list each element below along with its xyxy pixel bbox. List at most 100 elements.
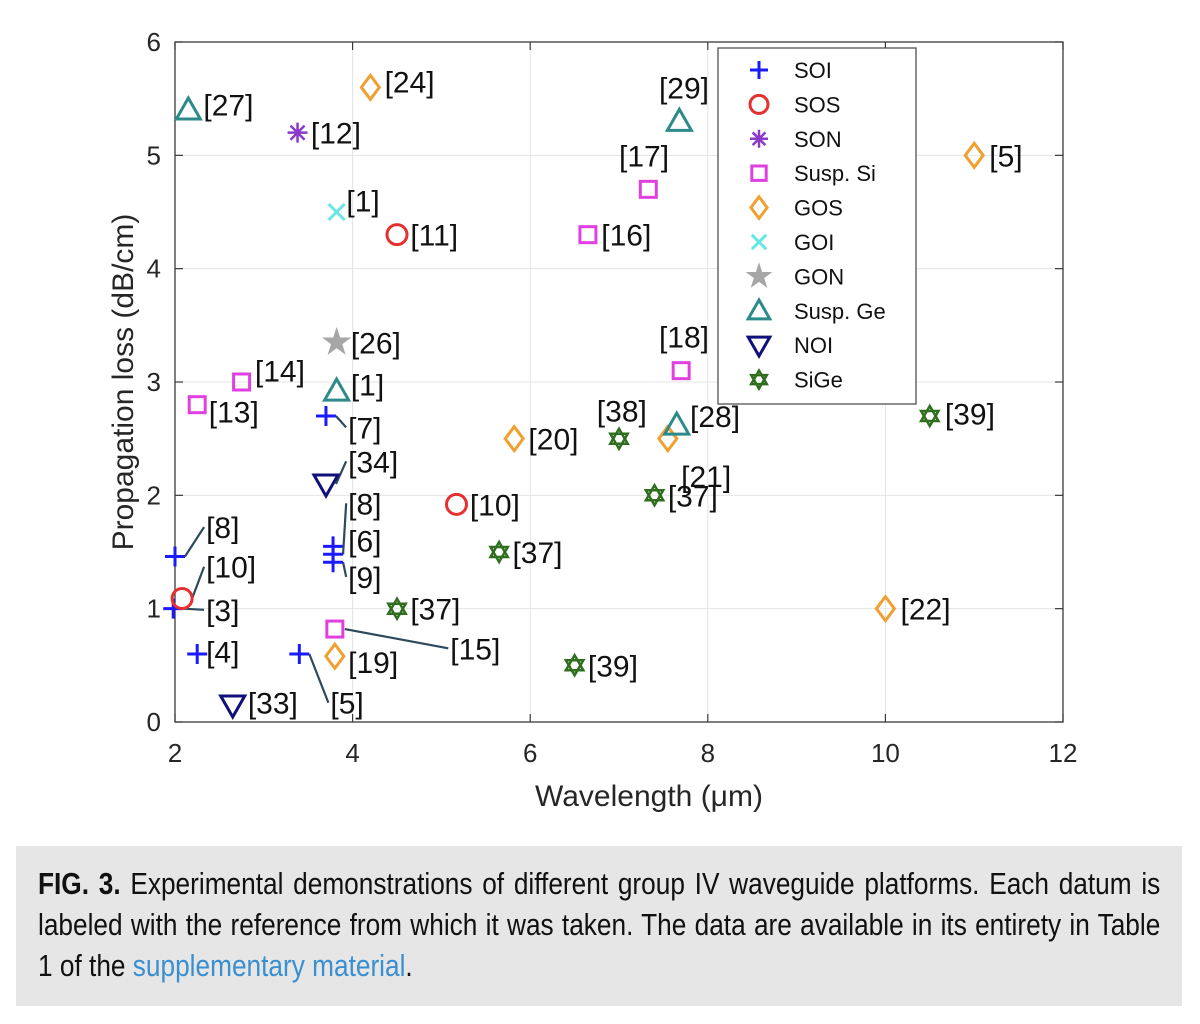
legend-marker xyxy=(748,93,770,115)
legend-marker xyxy=(749,194,769,221)
legend-marker xyxy=(750,61,768,79)
data-point xyxy=(322,326,352,355)
data-point-label: [26] xyxy=(351,327,401,360)
data-point xyxy=(488,539,510,565)
data-point xyxy=(187,644,208,664)
marker-shape xyxy=(488,539,510,559)
data-point xyxy=(218,694,248,721)
legend-entry: GOS xyxy=(794,196,843,221)
data-point-label: [8] xyxy=(348,488,381,521)
leader-line xyxy=(308,653,330,704)
data-point xyxy=(563,652,586,678)
data-point xyxy=(385,223,409,247)
marker-shape xyxy=(563,652,586,672)
y-tick-label: 5 xyxy=(147,140,161,170)
marker-shape xyxy=(323,641,346,671)
marker-shape xyxy=(563,659,586,678)
data-point xyxy=(187,395,207,415)
marker-shape xyxy=(488,545,510,565)
marker-shape xyxy=(918,409,941,429)
marker-shape xyxy=(289,644,310,664)
legend-marker xyxy=(745,335,773,360)
marker-shape xyxy=(232,372,252,392)
marker-shape xyxy=(749,194,769,221)
caption-fig-label: FIG. 3. xyxy=(38,867,121,901)
marker-shape xyxy=(664,106,694,132)
legend-entry: GOI xyxy=(794,230,834,255)
data-point-label: [28] xyxy=(690,401,740,434)
data-point xyxy=(311,473,341,500)
data-point-label: [37] xyxy=(512,537,562,570)
x-axis-label: Wavelength (μm) xyxy=(535,780,763,813)
marker-shape xyxy=(386,602,408,622)
caption-body: Experimental demonstrations of different… xyxy=(38,867,1161,983)
marker-shape xyxy=(750,129,768,148)
leader-line xyxy=(341,561,348,578)
data-point xyxy=(315,406,336,426)
legend-marker xyxy=(749,368,769,392)
legend-entry: NOI xyxy=(794,333,833,358)
y-tick-label: 4 xyxy=(147,254,161,284)
data-point-label: [37] xyxy=(410,594,460,627)
legend-marker xyxy=(745,262,773,288)
marker-shape xyxy=(745,262,773,288)
y-axis-label: Propagation loss (dB/cm) xyxy=(107,214,140,551)
data-point-label: [5] xyxy=(330,688,363,721)
marker-shape xyxy=(315,406,336,426)
data-point xyxy=(963,140,986,170)
marker-shape xyxy=(311,473,341,500)
marker-shape xyxy=(918,403,941,423)
data-point-label: [22] xyxy=(900,594,950,627)
marker-shape xyxy=(874,594,897,624)
data-point xyxy=(386,596,408,622)
caption-end: . xyxy=(405,949,413,983)
marker-shape xyxy=(578,225,598,245)
data-point-label: [19] xyxy=(348,647,398,680)
marker-shape xyxy=(608,432,630,452)
data-point-label: [34] xyxy=(348,446,398,479)
data-point xyxy=(323,641,346,671)
data-point xyxy=(173,94,203,121)
x-tick-label: 8 xyxy=(701,738,715,768)
data-point-label: [18] xyxy=(659,322,709,355)
x-tick-label: 10 xyxy=(871,738,900,768)
data-point xyxy=(608,426,630,452)
data-point-label: [3] xyxy=(206,595,239,628)
marker-shape xyxy=(323,552,344,573)
data-point xyxy=(638,179,658,199)
data-point xyxy=(323,552,344,573)
supplementary-material-link[interactable]: supplementary material xyxy=(132,949,406,983)
marker-shape xyxy=(963,140,986,170)
marker-shape xyxy=(750,61,768,79)
x-tick-label: 12 xyxy=(1049,738,1078,768)
data-point xyxy=(874,594,897,624)
marker-shape xyxy=(643,482,666,502)
data-point-label: [39] xyxy=(945,399,995,432)
data-point xyxy=(664,106,694,132)
data-point xyxy=(671,361,691,381)
marker-shape xyxy=(173,94,203,121)
marker-shape xyxy=(187,644,208,664)
data-point xyxy=(662,410,692,436)
legend-marker xyxy=(750,129,768,148)
data-point-label: [10] xyxy=(470,489,520,522)
marker-shape xyxy=(444,492,468,516)
data-point-label: [15] xyxy=(450,633,500,666)
data-point-label: [38] xyxy=(597,395,647,428)
marker-shape xyxy=(608,426,630,445)
marker-shape xyxy=(662,410,692,436)
data-point-label: [12] xyxy=(311,118,361,151)
marker-shape xyxy=(643,489,666,508)
data-point-label: [27] xyxy=(203,89,253,122)
data-point-label: [11] xyxy=(410,220,458,253)
y-tick-label: 2 xyxy=(147,480,161,510)
data-point-label: [33] xyxy=(248,688,298,721)
data-point xyxy=(359,72,382,102)
data-point-label: [1] xyxy=(346,186,379,219)
caption-paragraph: FIG. 3. Experimental demonstrations of d… xyxy=(38,864,1160,987)
legend-entry: SiGe xyxy=(794,368,843,393)
x-tick-label: 2 xyxy=(168,738,182,768)
data-point-label: [10] xyxy=(206,552,256,585)
legend-entry: SOS xyxy=(794,92,840,117)
